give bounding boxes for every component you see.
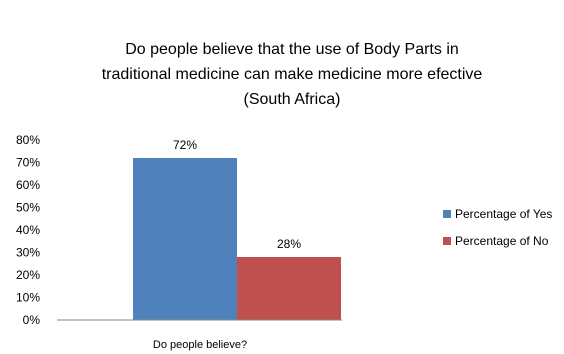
y-tick-label: 30% [16, 246, 40, 260]
x-axis-category-label: Do people believe? [153, 339, 247, 351]
y-tick-label: 40% [16, 223, 40, 237]
legend: Percentage of Yes Percentage of No [443, 207, 552, 248]
legend-label-no: Percentage of No [455, 234, 549, 248]
title-line-1: Do people believe that the use of Body P… [125, 41, 459, 58]
y-tick-label: 50% [16, 201, 40, 215]
title-line-2: traditional medicine can make medicine m… [102, 66, 483, 83]
bar-no [237, 257, 341, 320]
y-tick-label: 80% [16, 133, 40, 147]
legend-swatch-no [443, 237, 451, 245]
y-tick-label: 0% [23, 313, 41, 327]
data-labels: 72% 28% [173, 138, 301, 251]
bars [133, 158, 341, 320]
y-tick-label: 60% [16, 178, 40, 192]
chart-title: Do people believe that the use of Body P… [102, 41, 483, 108]
y-tick-label: 70% [16, 156, 40, 170]
legend-swatch-yes [443, 210, 451, 218]
data-label-no: 28% [277, 237, 301, 251]
bar-yes [133, 158, 237, 320]
legend-label-yes: Percentage of Yes [455, 207, 552, 221]
data-label-yes: 72% [173, 138, 197, 152]
y-axis-tick-labels: 0% 10% 20% 30% 40% 50% 60% 70% 80% [16, 133, 40, 327]
y-tick-label: 20% [16, 268, 40, 282]
y-tick-label: 10% [16, 291, 40, 305]
title-line-3: (South Africa) [244, 91, 341, 108]
